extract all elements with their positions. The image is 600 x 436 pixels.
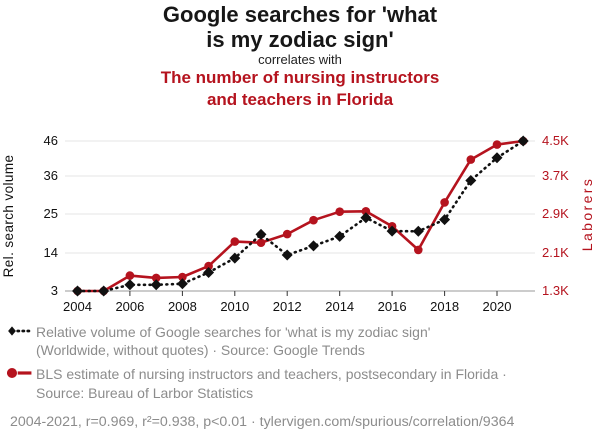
svg-text:14: 14 [44,245,58,260]
svg-text:2010: 2010 [220,299,249,314]
svg-text:2.1K: 2.1K [542,245,569,260]
svg-text:36: 36 [44,168,58,183]
svg-text:4.5K: 4.5K [542,133,569,148]
svg-text:2008: 2008 [168,299,197,314]
svg-text:25: 25 [44,206,58,221]
svg-text:2004: 2004 [63,299,92,314]
svg-text:2014: 2014 [325,299,354,314]
svg-text:2016: 2016 [378,299,407,314]
svg-text:1.3K: 1.3K [542,283,569,298]
svg-text:2012: 2012 [273,299,302,314]
svg-text:46: 46 [44,133,58,148]
svg-text:3: 3 [51,283,58,298]
svg-text:2006: 2006 [115,299,144,314]
svg-text:3.7K: 3.7K [542,168,569,183]
svg-text:2.9K: 2.9K [542,206,569,221]
svg-text:2018: 2018 [430,299,459,314]
svg-text:2020: 2020 [483,299,512,314]
